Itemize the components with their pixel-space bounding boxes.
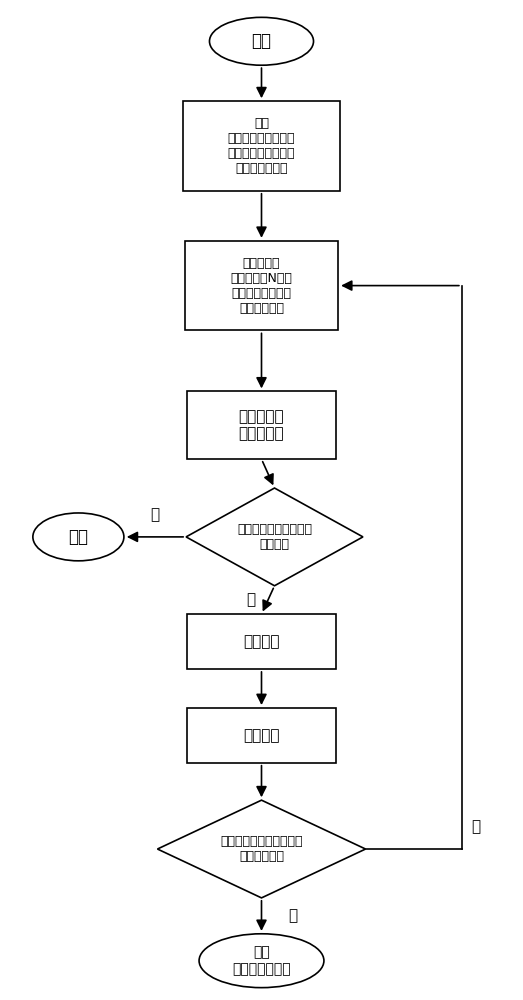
Text: 否: 否 [471, 820, 480, 835]
Text: 判断最优个体适应度是否
满足给定条件: 判断最优个体适应度是否 满足给定条件 [220, 835, 303, 863]
Text: 变异计算: 变异计算 [243, 728, 280, 743]
Ellipse shape [199, 934, 324, 988]
Text: 是: 是 [288, 908, 297, 923]
Polygon shape [186, 488, 363, 586]
Text: 个体适应度是否达到设
定标准值: 个体适应度是否达到设 定标准值 [237, 523, 312, 551]
Ellipse shape [210, 17, 313, 65]
Text: 编码
（将待优化种群个体
的每一个特征都进行
对应的编号。）: 编码 （将待优化种群个体 的每一个特征都进行 对应的编号。） [228, 117, 295, 175]
Bar [184, 101, 339, 191]
Bar [187, 614, 336, 669]
Text: 否: 否 [151, 507, 160, 522]
Text: 每个个体的
适应度计算: 每个个体的 适应度计算 [238, 409, 285, 441]
Text: 开始: 开始 [252, 32, 271, 50]
Bar [187, 708, 336, 763]
Text: 是: 是 [246, 592, 256, 607]
Text: 结束
（输出最优解）: 结束 （输出最优解） [232, 946, 291, 976]
Ellipse shape [33, 513, 124, 561]
Text: 交叉计算: 交叉计算 [243, 634, 280, 649]
Polygon shape [157, 800, 366, 898]
Text: 初始化种群
（随机产生N个经
过编码的个体，形
成一个种群）: 初始化种群 （随机产生N个经 过编码的个体，形 成一个种群） [231, 257, 292, 315]
Text: 淘汰: 淘汰 [69, 528, 88, 546]
Bar [185, 241, 338, 330]
Bar [187, 391, 336, 459]
